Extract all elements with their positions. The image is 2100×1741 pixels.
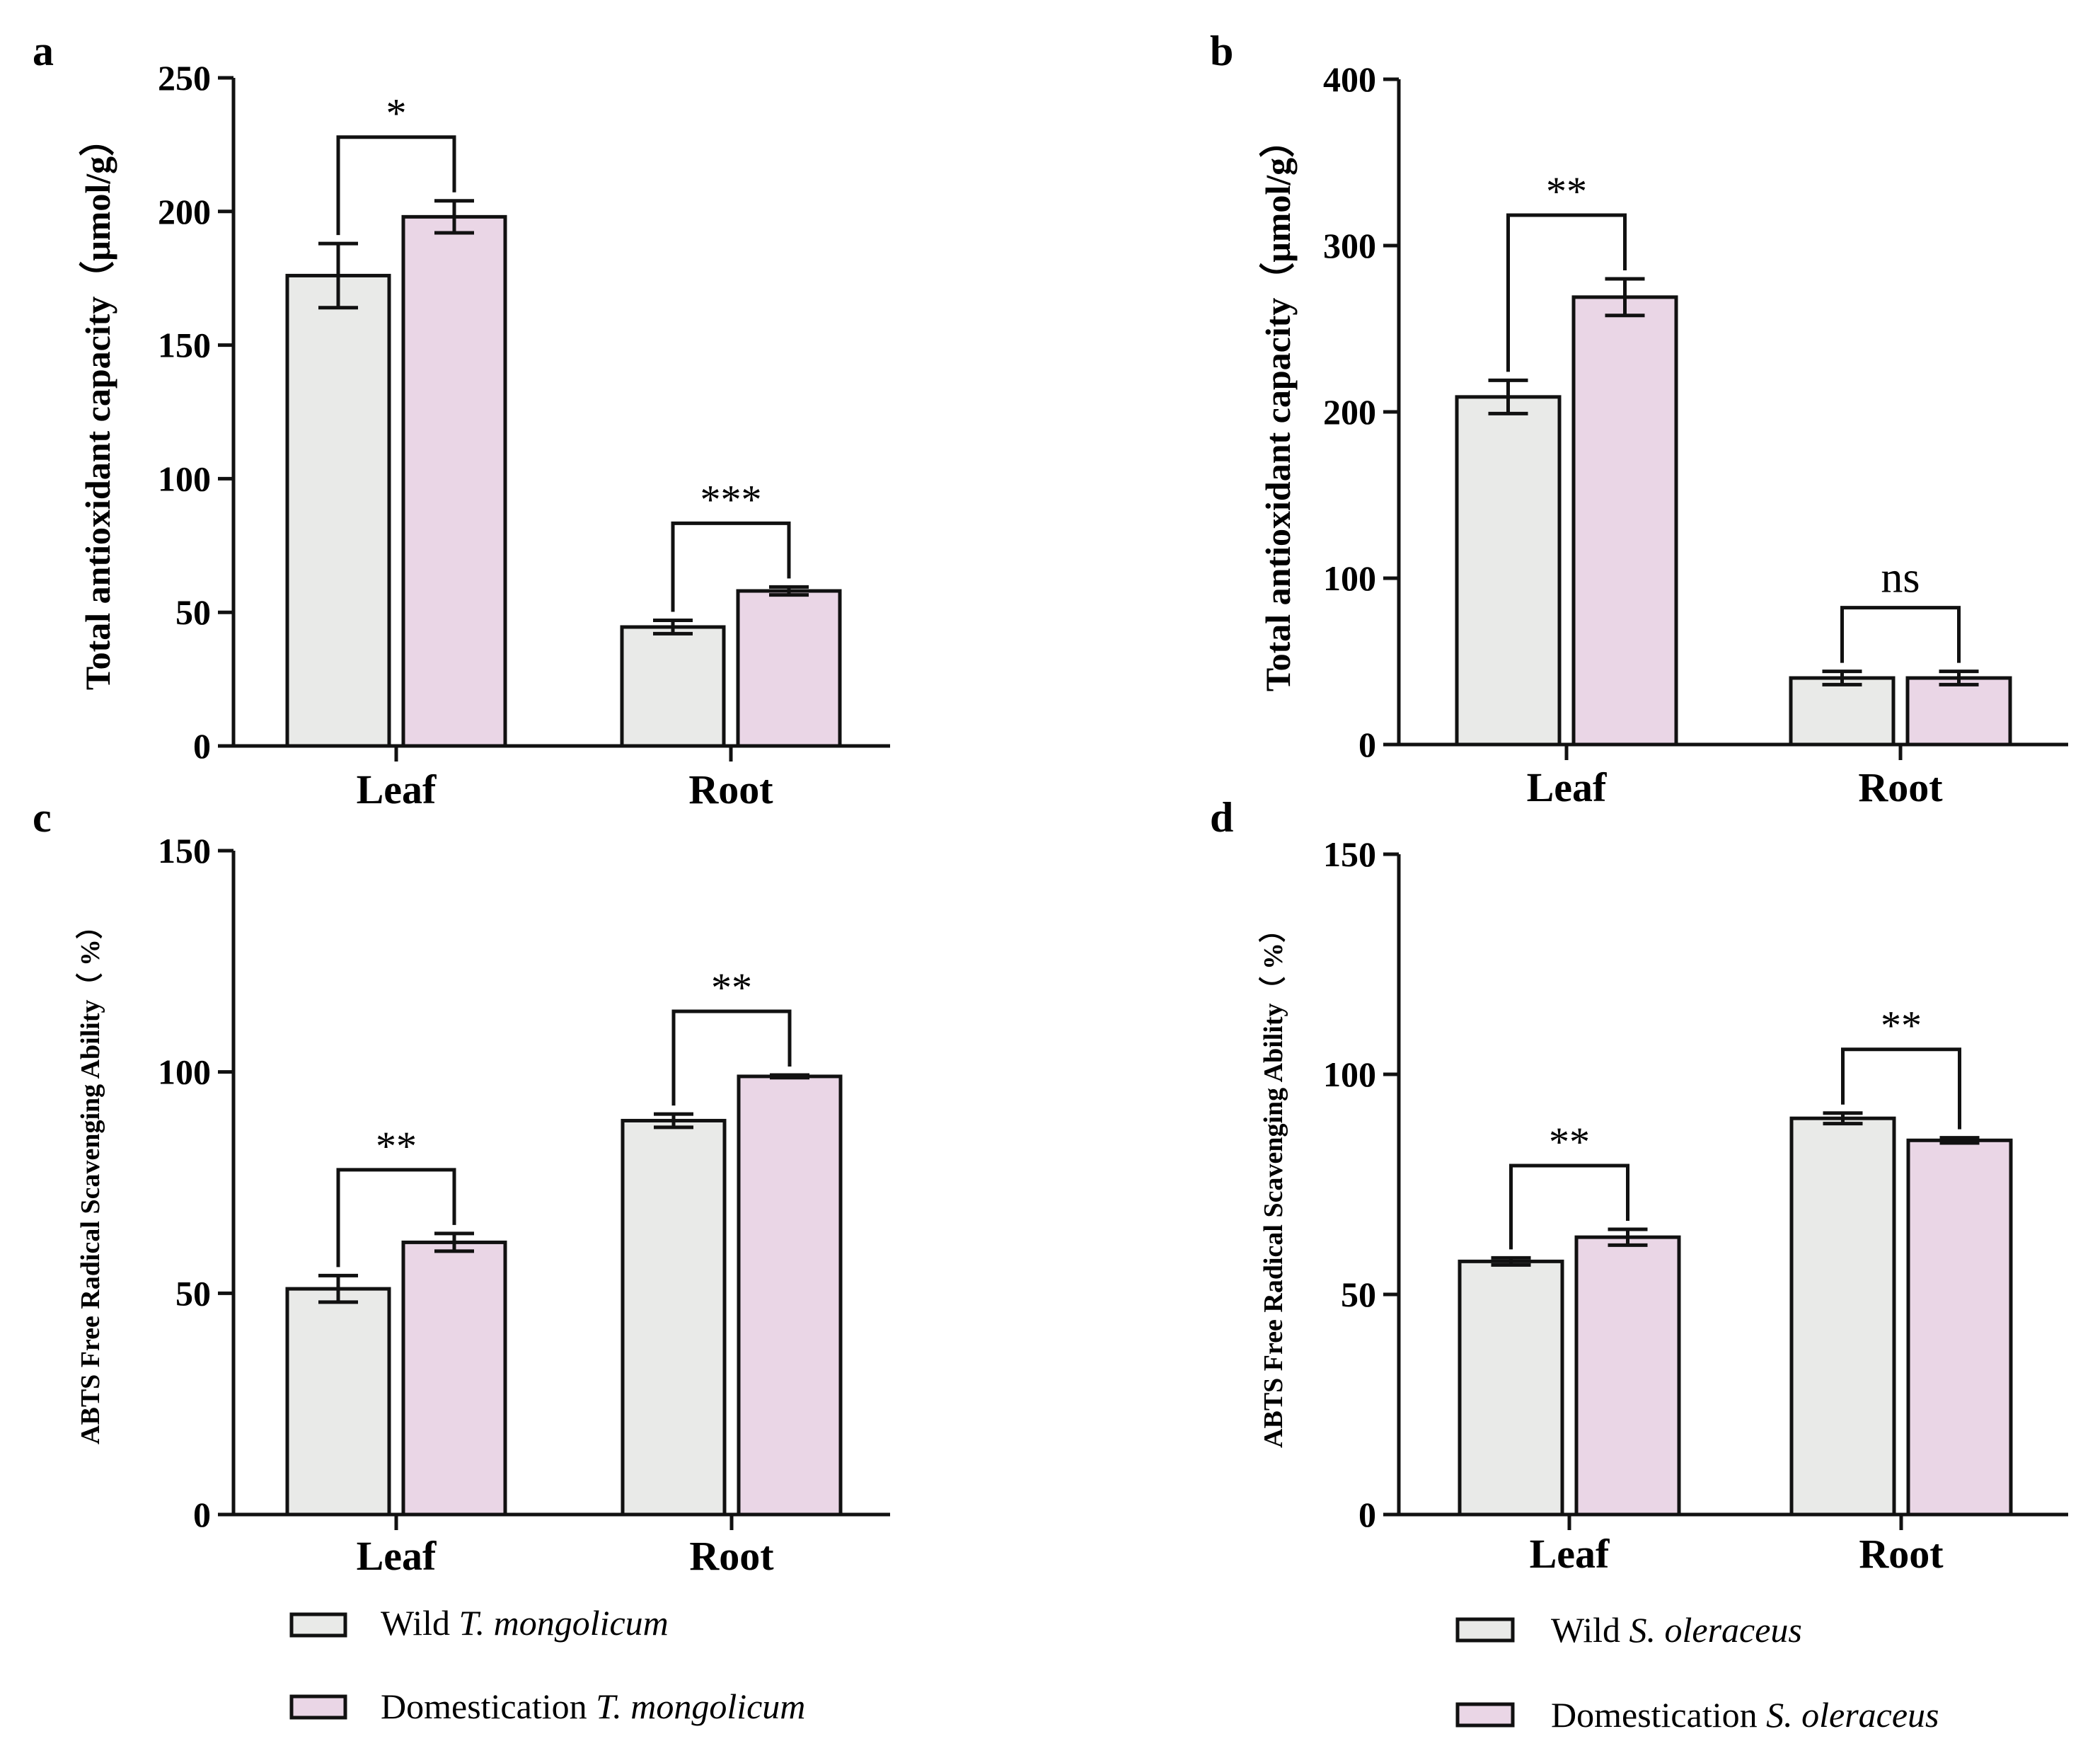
legend-prefix: Domestication [381, 1687, 596, 1726]
bar [1458, 1259, 1564, 1517]
bar [1789, 676, 1896, 747]
significance-bracket [336, 1168, 456, 1268]
significance-label: ** [376, 1123, 417, 1169]
significance-label: ** [1546, 168, 1587, 214]
legend-swatch-wild [1455, 1617, 1515, 1643]
significance-bracket [671, 1009, 792, 1106]
bar [285, 273, 391, 748]
bar [1571, 295, 1678, 747]
plot-area: 0 100 200 300 400 Leaf ** Root ns [1323, 59, 2068, 810]
y-tick-label: 100 [1323, 1055, 1376, 1094]
legend-species: T. mongolicum [458, 1603, 668, 1643]
y-tick-label: 0 [1358, 1495, 1376, 1534]
plot-area: 0 50 100 150 Leaf ** Root ** [158, 831, 890, 1579]
y-tick-label: 250 [158, 58, 211, 98]
legend-prefix: Domestication [1551, 1695, 1766, 1735]
significance-label: *** [700, 476, 762, 522]
legend-swatch-domestication [1455, 1702, 1515, 1728]
y-tick-label: 150 [158, 831, 211, 870]
significance-bracket [671, 521, 791, 612]
panel-a: a Total antioxidant capacity（μmol/g） 0 50… [33, 28, 890, 812]
y-axis-title: ABTS Free Radical Scavenging Ability（ %） [1259, 916, 1288, 1448]
bar [737, 1074, 843, 1517]
legend-label-domestication: Domestication S. oleraceus [1551, 1695, 1939, 1735]
x-tick-label: Root [1858, 764, 1943, 810]
significance-label: ** [1881, 1003, 1922, 1049]
bar [1905, 676, 2012, 747]
plot-area: 0 50 100 150 Leaf ** Root ** [1323, 834, 2068, 1577]
y-tick-label: 200 [158, 192, 211, 231]
y-tick-label: 100 [1323, 558, 1376, 598]
legend-label-wild: Wild T. mongolicum [381, 1603, 669, 1643]
significance-label: ** [711, 965, 752, 1011]
legend-label-wild: Wild S. oleraceus [1551, 1610, 1802, 1650]
y-tick-label: 300 [1323, 226, 1376, 265]
y-axis-title: ABTS Free Radical Scavenging Ability（ %） [76, 912, 105, 1444]
bar [401, 214, 507, 748]
y-tick-label: 50 [175, 1273, 211, 1313]
legend-swatch-domestication [289, 1694, 347, 1720]
x-tick-label: Root [689, 1533, 774, 1579]
panel-b: b Total antioxidant capacity（μmol/g） 0 10… [1210, 28, 2068, 810]
y-tick-label: 400 [1323, 59, 1376, 99]
significance-label: ns [1881, 554, 1920, 602]
legend-prefix: Wild [381, 1603, 458, 1643]
y-axis-title: Total antioxidant capacity（μmol/g） [78, 121, 117, 690]
significance-bracket [1509, 1163, 1629, 1250]
legend-species: S. oleraceus [1629, 1610, 1801, 1650]
bar [1574, 1235, 1681, 1517]
y-tick-label: 100 [158, 459, 211, 498]
bar [1789, 1116, 1896, 1517]
legend-label-domestication: Domestication T. mongolicum [381, 1687, 805, 1726]
legend-prefix: Wild [1551, 1610, 1629, 1650]
x-tick-label: Root [1859, 1531, 1944, 1577]
significance-bracket [1840, 606, 1961, 663]
bar [1906, 1138, 2013, 1517]
x-tick-label: Leaf [357, 766, 437, 812]
legend-soleraceus: Wild S. oleraceus Domestication S. olera… [1455, 1610, 1939, 1735]
x-tick-label: Root [688, 766, 773, 812]
significance-bracket [1506, 213, 1627, 372]
legend-tmongolicum: Wild T. mongolicum Domestication T. mong… [289, 1603, 805, 1726]
panel-d: d ABTS Free Radical Scavenging Ability（ … [1210, 794, 2068, 1577]
bar [736, 589, 842, 748]
significance-bracket [1841, 1047, 1961, 1130]
y-tick-label: 50 [1341, 1275, 1376, 1314]
significance-label: * [386, 91, 407, 137]
x-tick-label: Leaf [357, 1533, 437, 1579]
legend-species: S. oleraceus [1766, 1695, 1939, 1735]
panel-label: c [33, 794, 52, 841]
y-tick-label: 0 [193, 1495, 211, 1534]
bar [285, 1287, 391, 1517]
panel-label: d [1210, 794, 1233, 841]
y-tick-label: 0 [1358, 725, 1376, 764]
y-tick-label: 100 [158, 1052, 211, 1092]
panel-c: c ABTS Free Radical Scavenging Ability（ … [33, 794, 890, 1579]
x-tick-label: Leaf [1527, 764, 1607, 810]
y-axis-title: Total antioxidant capacity（μmol/g） [1258, 122, 1298, 691]
y-tick-label: 150 [1323, 834, 1376, 874]
y-tick-label: 0 [193, 726, 211, 766]
y-tick-label: 50 [175, 592, 211, 632]
bar [621, 1118, 727, 1517]
panel-label: b [1210, 28, 1233, 74]
bar [401, 1240, 507, 1517]
legend-species: T. mongolicum [596, 1687, 805, 1726]
significance-label: ** [1549, 1119, 1590, 1165]
legend-swatch-wild [289, 1612, 347, 1638]
y-tick-label: 150 [158, 326, 211, 365]
bar [1455, 395, 1562, 747]
significance-bracket [336, 135, 456, 236]
panel-label: a [33, 28, 54, 74]
plot-area: 0 50 100 150 200 250 Leaf * Root *** [158, 58, 890, 812]
bar [620, 625, 726, 748]
y-tick-label: 200 [1323, 392, 1376, 432]
x-tick-label: Leaf [1530, 1531, 1610, 1577]
